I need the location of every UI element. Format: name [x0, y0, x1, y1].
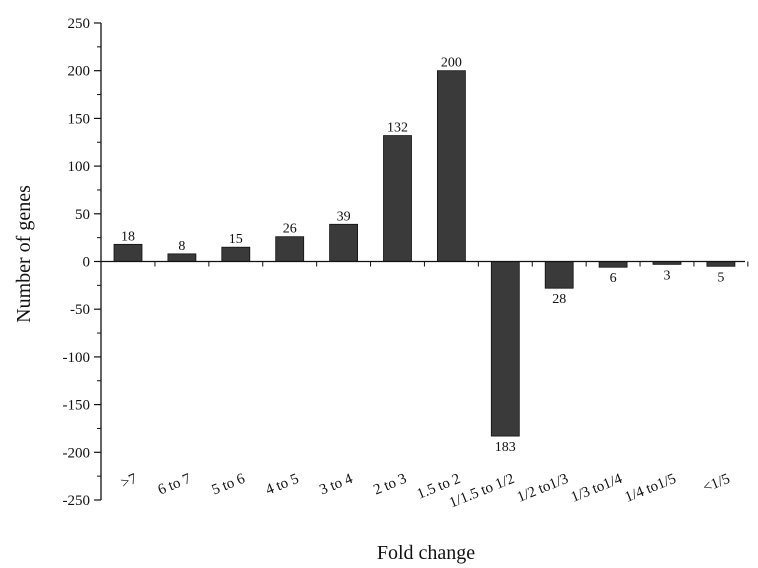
data-label: 8 — [178, 239, 185, 254]
y-tick-label: -50 — [70, 302, 90, 318]
x-tick-label: 1/3 to1/4 — [569, 471, 625, 506]
data-label: 26 — [283, 222, 297, 237]
data-label: 18 — [121, 229, 135, 244]
x-tick-label: 4 to 5 — [264, 471, 302, 499]
data-label: 5 — [717, 270, 724, 285]
x-tick-label: 1/2 to1/3 — [515, 471, 571, 506]
bar — [706, 261, 736, 267]
y-tick-label: 50 — [75, 207, 90, 223]
bar — [221, 246, 251, 262]
y-tick-label: 100 — [68, 159, 91, 175]
x-tick-label: 1/4 to1/5 — [623, 471, 679, 506]
y-tick-label: -150 — [63, 398, 91, 414]
x-tick-label: >7 — [119, 471, 140, 492]
data-label: 3 — [664, 268, 671, 283]
data-label: 28 — [552, 292, 566, 307]
bar — [544, 261, 574, 289]
bar — [383, 135, 412, 262]
data-label: 200 — [441, 56, 462, 71]
data-label: 183 — [495, 440, 516, 455]
x-tick-label: <1/5 — [701, 471, 733, 496]
x-tick-label: 5 to 6 — [210, 471, 248, 499]
bar — [598, 261, 628, 268]
y-tick-label: 0 — [83, 255, 91, 271]
x-axis-title: Fold change — [377, 542, 475, 564]
y-axis-title: Number of genes — [13, 185, 35, 323]
data-label: 6 — [610, 271, 617, 286]
x-tick-label: 2 to 3 — [371, 471, 409, 499]
y-tick-label: 250 — [68, 16, 91, 32]
y-axis: -250 -200 -150 -100 -50 0 50 100 150 200 250 — [63, 16, 102, 509]
y-tick-label: -250 — [63, 493, 91, 509]
data-label: 39 — [337, 209, 351, 224]
data-labels: 18 8 15 26 39 132 200 183 28 6 3 5 — [121, 56, 724, 455]
bar — [490, 261, 520, 437]
bar — [436, 70, 466, 262]
bars — [113, 70, 736, 437]
y-tick-label: 150 — [68, 111, 91, 127]
y-tick-label: -100 — [63, 350, 91, 366]
data-label: 15 — [229, 232, 243, 247]
y-tick-label: -200 — [63, 445, 91, 461]
bar — [329, 223, 359, 262]
y-tick-label: 200 — [68, 64, 91, 80]
data-label: 132 — [387, 121, 408, 136]
x-tick-label: 6 to 7 — [156, 471, 194, 499]
bar — [167, 253, 197, 262]
x-tick-label: 3 to 4 — [317, 471, 355, 499]
bar — [113, 243, 143, 262]
bar — [275, 236, 305, 262]
